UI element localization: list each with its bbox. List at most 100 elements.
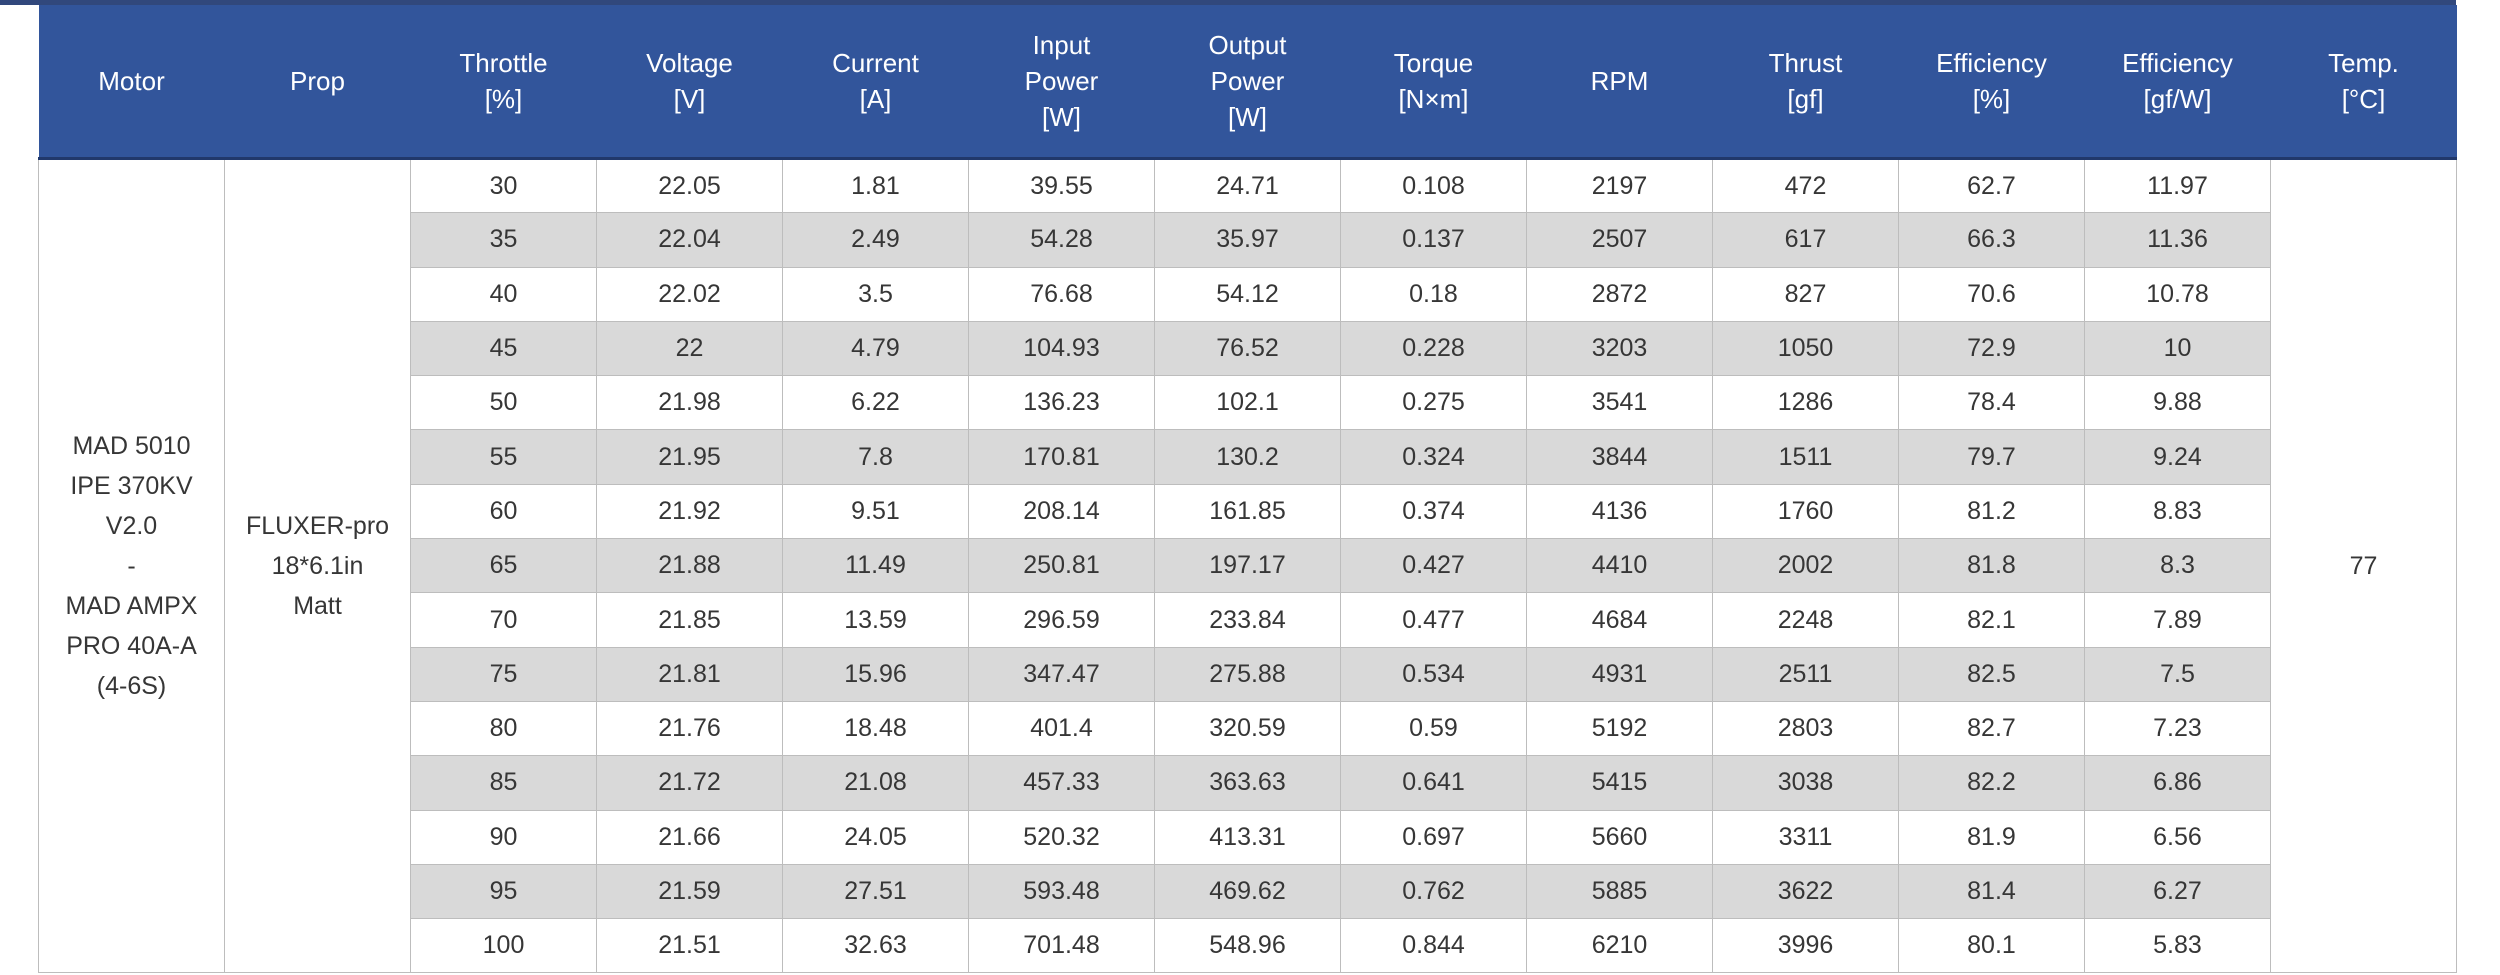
cell-efficiency-pct: 62.7 (1898, 157, 2085, 214)
cell-current: 4.79 (782, 320, 969, 377)
cell-efficiency-gf-per-w: 9.24 (2084, 429, 2271, 485)
header-unit: [°C] (2341, 84, 2386, 114)
table-row: 50 21.98 6.22 136.23 102.1 0.275 3541 1286 78.4 9… (39, 375, 2457, 431)
cell-voltage: 21.76 (596, 700, 783, 757)
cell-efficiency-pct: 82.7 (1898, 700, 2085, 757)
cell-current: 27.51 (782, 863, 969, 920)
cell-input-power: 76.68 (968, 266, 1155, 322)
column-header-current: Current [A] (782, 5, 969, 160)
cell-input-power: 347.47 (968, 646, 1155, 702)
cell-current: 15.96 (782, 646, 969, 702)
cell-efficiency-gf-per-w: 7.5 (2084, 646, 2271, 702)
cell-input-power: 136.23 (968, 375, 1155, 431)
cell-current: 21.08 (782, 755, 969, 811)
header-label: Voltage (646, 48, 733, 78)
cell-rpm: 2507 (1526, 212, 1713, 268)
header-label: Temp. (2328, 48, 2399, 78)
cell-efficiency-gf-per-w: 11.97 (2084, 157, 2271, 214)
cell-input-power: 208.14 (968, 483, 1155, 540)
cell-efficiency-gf-per-w: 7.89 (2084, 592, 2271, 648)
cell-output-power: 35.97 (1154, 212, 1341, 268)
cell-thrust: 3996 (1712, 918, 1899, 974)
cell-output-power: 54.12 (1154, 266, 1341, 322)
cell-torque: 0.427 (1340, 538, 1527, 594)
cell-efficiency-gf-per-w: 11.36 (2084, 212, 2271, 268)
header-unit: [gf/W] (2143, 84, 2212, 114)
cell-current: 11.49 (782, 538, 969, 594)
header-label: Torque (1393, 48, 1474, 78)
cell-torque: 0.534 (1340, 646, 1527, 702)
cell-current: 24.05 (782, 809, 969, 865)
cell-voltage: 21.51 (596, 918, 783, 974)
cell-voltage: 21.95 (596, 429, 783, 485)
cell-rpm: 4684 (1526, 592, 1713, 648)
cell-voltage: 21.81 (596, 646, 783, 702)
prop-cell: FLUXER-pro 18*6.1in Matt (224, 157, 411, 974)
cell-efficiency-gf-per-w: 6.27 (2084, 863, 2271, 920)
header-label: RPM (1590, 66, 1649, 96)
cell-current: 32.63 (782, 918, 969, 974)
header-label: Thrust (1768, 48, 1843, 78)
cell-throttle: 65 (410, 538, 597, 594)
header-unit: [V] (673, 84, 706, 114)
table-row: 85 21.72 21.08 457.33 363.63 0.641 5415 3038 82.… (39, 755, 2457, 811)
cell-voltage: 21.59 (596, 863, 783, 920)
cell-throttle: 70 (410, 592, 597, 648)
cell-efficiency-pct: 80.1 (1898, 918, 2085, 974)
cell-output-power: 76.52 (1154, 320, 1341, 377)
cell-thrust: 2803 (1712, 700, 1899, 757)
cell-rpm: 5192 (1526, 700, 1713, 757)
header-unit: [%] (1972, 84, 2011, 114)
cell-input-power: 54.28 (968, 212, 1155, 268)
cell-thrust: 3622 (1712, 863, 1899, 920)
column-header-output-power: Output Power [W] (1154, 5, 1341, 160)
table-row: 55 21.95 7.8 170.81 130.2 0.324 3844 1511 79.7 9.… (39, 429, 2457, 485)
column-header-throttle: Throttle [%] (410, 5, 597, 160)
cell-torque: 0.324 (1340, 429, 1527, 485)
cell-efficiency-pct: 81.9 (1898, 809, 2085, 865)
cell-efficiency-pct: 81.8 (1898, 538, 2085, 594)
cell-rpm: 5660 (1526, 809, 1713, 865)
cell-voltage: 21.98 (596, 375, 783, 431)
top-accent-strip (0, 0, 2456, 5)
cell-rpm: 3844 (1526, 429, 1713, 485)
cell-torque: 0.762 (1340, 863, 1527, 920)
cell-efficiency-gf-per-w: 10 (2084, 320, 2271, 377)
cell-output-power: 413.31 (1154, 809, 1341, 865)
column-header-motor: Motor (38, 5, 225, 160)
cell-thrust: 472 (1712, 157, 1899, 214)
cell-voltage: 22.05 (596, 157, 783, 214)
cell-throttle: 40 (410, 266, 597, 322)
motor-cell: MAD 5010 IPE 370KV V2.0 - MAD AMPX PRO 4… (38, 157, 225, 974)
cell-output-power: 102.1 (1154, 375, 1341, 431)
header-unit: [A] (859, 84, 892, 114)
cell-thrust: 1760 (1712, 483, 1899, 540)
cell-throttle: 45 (410, 320, 597, 377)
cell-thrust: 617 (1712, 212, 1899, 268)
cell-torque: 0.108 (1340, 157, 1527, 214)
column-header-prop: Prop (224, 5, 411, 160)
cell-throttle: 35 (410, 212, 597, 268)
cell-input-power: 401.4 (968, 700, 1155, 757)
cell-torque: 0.477 (1340, 592, 1527, 648)
header-label: Output Power (1208, 30, 1287, 96)
cell-thrust: 827 (1712, 266, 1899, 322)
column-header-voltage: Voltage [V] (596, 5, 783, 160)
cell-output-power: 130.2 (1154, 429, 1341, 485)
table-row: 40 22.02 3.5 76.68 54.12 0.18 2872 827 70.6 10.78 (39, 266, 2457, 322)
cell-rpm: 2197 (1526, 157, 1713, 214)
header-label: Prop (290, 66, 345, 96)
column-header-efficiency-pct: Efficiency [%] (1898, 5, 2085, 160)
cell-rpm: 4931 (1526, 646, 1713, 702)
table-row: 35 22.04 2.49 54.28 35.97 0.137 2507 617 66.3 11.… (39, 212, 2457, 268)
table-row: 95 21.59 27.51 593.48 469.62 0.762 5885 3622 81.… (39, 863, 2457, 920)
cell-output-power: 363.63 (1154, 755, 1341, 811)
header-row: Motor Prop Throttle [%] Voltage [V] Current [A]… (38, 5, 2457, 160)
column-header-torque: Torque [N×m] (1340, 5, 1527, 160)
header-unit: [W] (1228, 102, 1267, 132)
header-unit: [N×m] (1398, 84, 1469, 114)
cell-efficiency-gf-per-w: 6.56 (2084, 809, 2271, 865)
cell-input-power: 593.48 (968, 863, 1155, 920)
cell-throttle: 85 (410, 755, 597, 811)
cell-torque: 0.275 (1340, 375, 1527, 431)
